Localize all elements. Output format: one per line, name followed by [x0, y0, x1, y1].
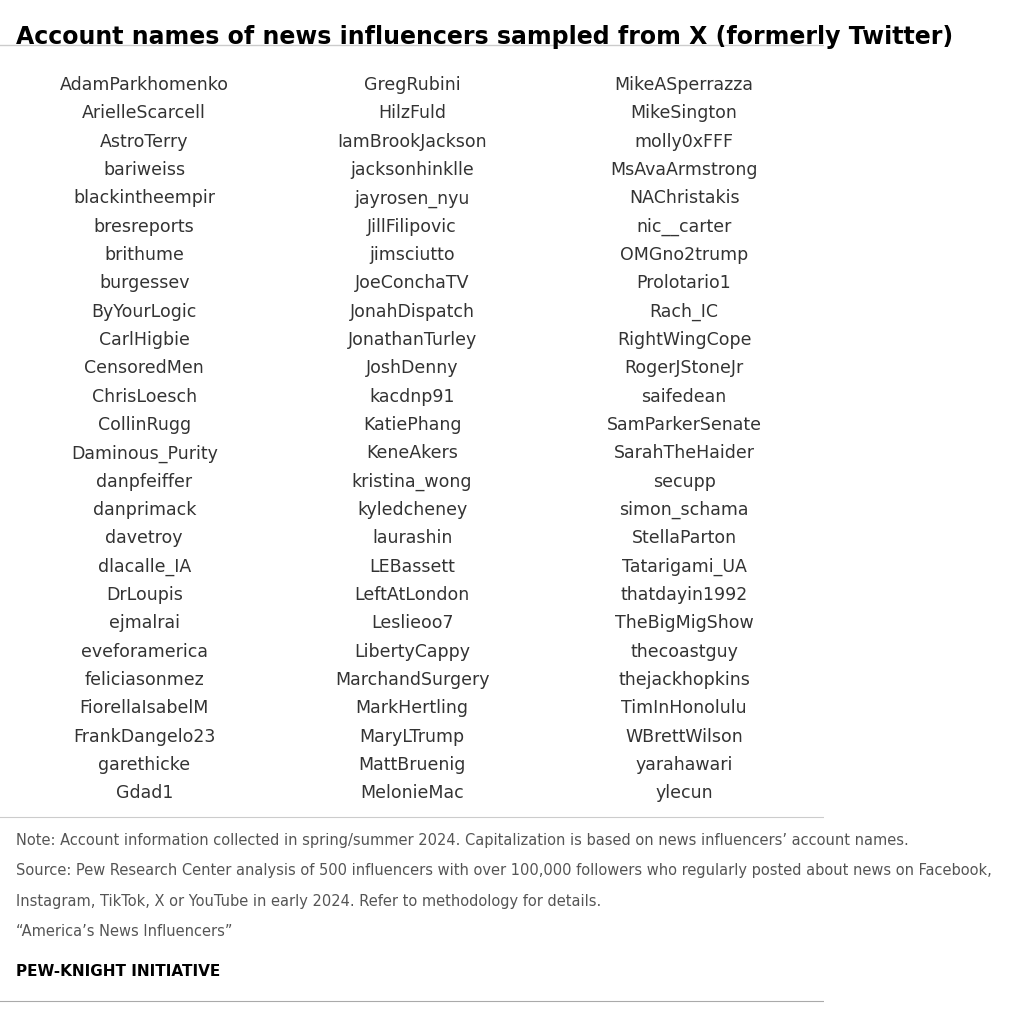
- Text: blackintheempir: blackintheempir: [74, 189, 215, 207]
- Text: ylecun: ylecun: [656, 784, 713, 802]
- Text: MikeSington: MikeSington: [630, 104, 738, 122]
- Text: OMGno2trump: OMGno2trump: [620, 246, 748, 264]
- Text: FrankDangelo23: FrankDangelo23: [73, 727, 216, 745]
- Text: jacksonhinklle: jacksonhinklle: [350, 161, 474, 179]
- Text: laurashin: laurashin: [372, 529, 452, 547]
- Text: burgessev: burgessev: [99, 274, 189, 292]
- Text: Source: Pew Research Center analysis of 500 influencers with over 100,000 follow: Source: Pew Research Center analysis of …: [16, 862, 992, 878]
- Text: Account names of news influencers sampled from X (formerly Twitter): Account names of news influencers sample…: [16, 25, 953, 50]
- Text: JonahDispatch: JonahDispatch: [350, 302, 475, 320]
- Text: DrLoupis: DrLoupis: [105, 585, 183, 604]
- Text: thejackhopkins: thejackhopkins: [618, 670, 750, 688]
- Text: LeftAtLondon: LeftAtLondon: [355, 585, 470, 604]
- Text: Leslieoo7: Leslieoo7: [371, 614, 453, 632]
- Text: KatiePhang: KatiePhang: [363, 416, 461, 434]
- Text: danpfeiffer: danpfeiffer: [96, 472, 192, 490]
- Text: Note: Account information collected in spring/summer 2024. Capitalization is bas: Note: Account information collected in s…: [16, 832, 909, 847]
- Text: JoshDenny: JoshDenny: [366, 359, 458, 377]
- Text: brithume: brithume: [104, 246, 184, 264]
- Text: ArielleScarcell: ArielleScarcell: [82, 104, 207, 122]
- Text: simon_schama: simon_schama: [619, 500, 749, 519]
- Text: Tatarigami_UA: Tatarigami_UA: [622, 557, 747, 575]
- Text: SarahTheHaider: SarahTheHaider: [614, 444, 755, 462]
- Text: saifedean: saifedean: [641, 387, 726, 405]
- Text: RightWingCope: RightWingCope: [617, 331, 751, 349]
- Text: MelonieMac: MelonieMac: [360, 784, 464, 802]
- Text: CollinRugg: CollinRugg: [97, 416, 191, 434]
- Text: MaryLTrump: MaryLTrump: [359, 727, 464, 745]
- Text: eveforamerica: eveforamerica: [81, 642, 208, 660]
- Text: CarlHigbie: CarlHigbie: [99, 331, 189, 349]
- Text: MarchandSurgery: MarchandSurgery: [335, 670, 489, 688]
- Text: Daminous_Purity: Daminous_Purity: [71, 444, 218, 462]
- Text: molly0xFFF: molly0xFFF: [634, 132, 733, 151]
- Text: JoeConchaTV: JoeConchaTV: [355, 274, 470, 292]
- Text: thecoastguy: thecoastguy: [630, 642, 738, 660]
- Text: bariweiss: bariweiss: [103, 161, 185, 179]
- Text: ByYourLogic: ByYourLogic: [91, 302, 196, 320]
- Text: jayrosen_nyu: jayrosen_nyu: [354, 189, 470, 207]
- Text: secupp: secupp: [653, 472, 715, 490]
- Text: NAChristakis: NAChristakis: [629, 189, 740, 207]
- Text: AdamParkhomenko: AdamParkhomenko: [59, 76, 229, 94]
- Text: RogerJStoneJr: RogerJStoneJr: [624, 359, 744, 377]
- Text: garethicke: garethicke: [98, 755, 190, 773]
- Text: Rach_IC: Rach_IC: [650, 302, 718, 320]
- Text: TimInHonolulu: TimInHonolulu: [621, 699, 747, 717]
- Text: JonathanTurley: JonathanTurley: [348, 331, 477, 349]
- Text: LibertyCappy: LibertyCappy: [354, 642, 471, 660]
- Text: KeneAkers: KeneAkers: [366, 444, 458, 462]
- Text: thatdayin1992: thatdayin1992: [621, 585, 748, 604]
- Text: TheBigMigShow: TheBigMigShow: [615, 614, 754, 632]
- Text: feliciasonmez: feliciasonmez: [84, 670, 205, 688]
- Text: StellaParton: StellaParton: [631, 529, 737, 547]
- Text: kacdnp91: kacdnp91: [369, 387, 455, 405]
- Text: kyledcheney: kyledcheney: [357, 500, 468, 519]
- Text: FiorellaIsabelM: FiorellaIsabelM: [80, 699, 209, 717]
- Text: CensoredMen: CensoredMen: [84, 359, 205, 377]
- Text: GregRubini: GregRubini: [364, 76, 460, 94]
- Text: ejmalrai: ejmalrai: [108, 614, 180, 632]
- Text: MsAvaArmstrong: MsAvaArmstrong: [611, 161, 758, 179]
- Text: Gdad1: Gdad1: [116, 784, 173, 802]
- Text: danprimack: danprimack: [92, 500, 196, 519]
- Text: davetroy: davetroy: [105, 529, 183, 547]
- Text: AstroTerry: AstroTerry: [100, 132, 188, 151]
- Text: “America’s News Influencers”: “America’s News Influencers”: [16, 923, 233, 938]
- Text: nic__carter: nic__carter: [636, 217, 731, 236]
- Text: SamParkerSenate: SamParkerSenate: [607, 416, 761, 434]
- Text: jimsciutto: jimsciutto: [369, 246, 455, 264]
- Text: JillFilipovic: JillFilipovic: [367, 217, 457, 236]
- Text: dlacalle_IA: dlacalle_IA: [97, 557, 191, 575]
- Text: MikeASperrazza: MikeASperrazza: [615, 76, 754, 94]
- Text: Prolotario1: Prolotario1: [636, 274, 731, 292]
- Text: PEW-KNIGHT INITIATIVE: PEW-KNIGHT INITIATIVE: [16, 963, 221, 979]
- Text: ChrisLoesch: ChrisLoesch: [92, 387, 196, 405]
- Text: WBrettWilson: WBrettWilson: [625, 727, 743, 745]
- Text: IamBrookJackson: IamBrookJackson: [338, 132, 487, 151]
- Text: yarahawari: yarahawari: [635, 755, 732, 773]
- Text: MarkHertling: MarkHertling: [356, 699, 469, 717]
- Text: bresreports: bresreports: [94, 217, 194, 236]
- Text: MattBruenig: MattBruenig: [358, 755, 465, 773]
- Text: Instagram, TikTok, X or YouTube in early 2024. Refer to methodology for details.: Instagram, TikTok, X or YouTube in early…: [16, 893, 602, 908]
- Text: LEBassett: LEBassett: [369, 557, 455, 575]
- Text: kristina_wong: kristina_wong: [352, 472, 473, 490]
- Text: HilzFuld: HilzFuld: [379, 104, 446, 122]
